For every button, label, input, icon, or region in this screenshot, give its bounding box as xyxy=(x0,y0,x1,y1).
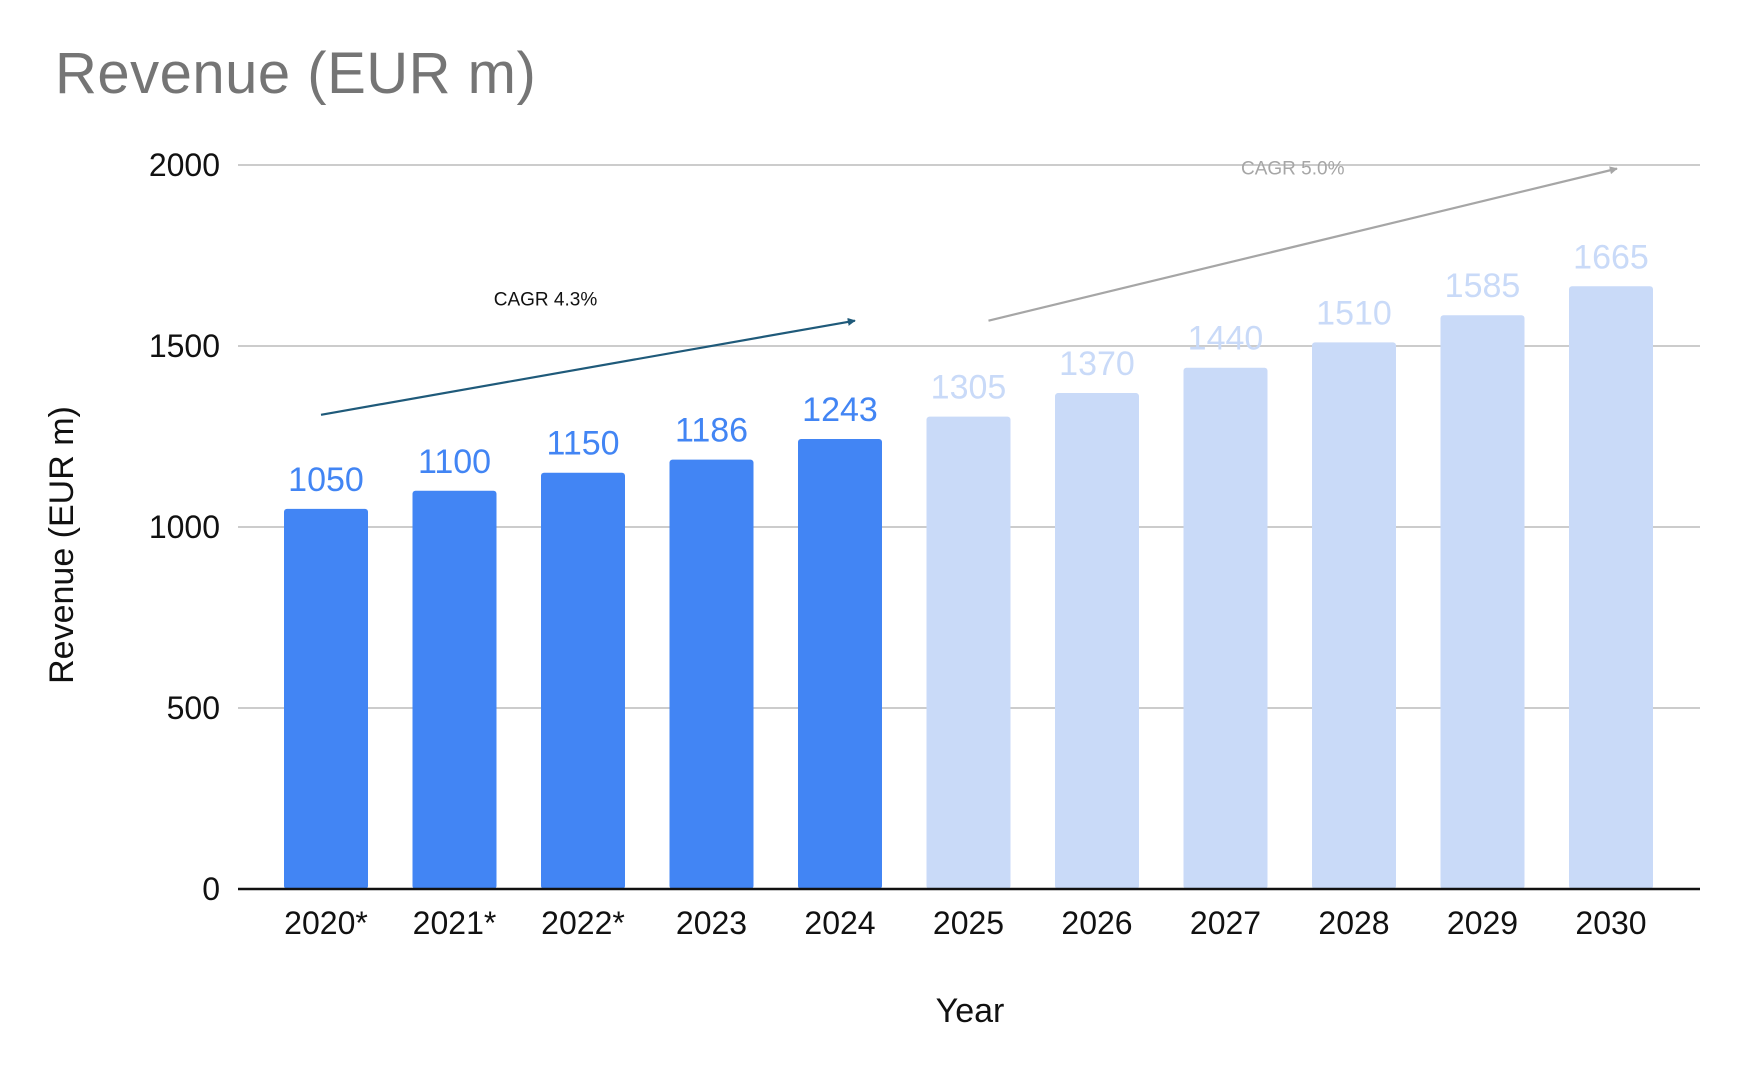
bar-2027 xyxy=(1183,367,1268,890)
x-tick-label: 2026 xyxy=(1061,905,1132,941)
data-label: 1050 xyxy=(288,461,364,499)
bars xyxy=(284,286,1653,890)
bar-2024 xyxy=(798,439,882,889)
data-label: 1585 xyxy=(1445,267,1521,305)
x-tick-label: 2030 xyxy=(1575,905,1646,941)
bar-2026 xyxy=(1055,393,1139,889)
x-tick-label: 2027 xyxy=(1190,905,1261,941)
bar-2028 xyxy=(1312,342,1396,889)
bar-2025 xyxy=(926,416,1011,889)
bar-2022 xyxy=(541,472,625,889)
annotations: CAGR 4.3% CAGR 5.0% xyxy=(320,159,1618,416)
y-tick-label: 0 xyxy=(202,871,220,907)
axes: 0 500 1000 1500 2000 2020* 2021* 2022* 2023 2024 2… xyxy=(149,147,1700,941)
x-tick-label: 2020* xyxy=(284,905,368,941)
y-tick-label: 1500 xyxy=(149,328,220,364)
data-label: 1665 xyxy=(1573,238,1649,276)
x-axis-title: Year xyxy=(936,992,1005,1030)
data-label: 1243 xyxy=(802,391,878,429)
x-tick-label: 2021* xyxy=(413,905,497,941)
x-tick-label: 2028 xyxy=(1318,905,1389,941)
y-tick-label: 1000 xyxy=(149,509,220,545)
bar-2021 xyxy=(412,490,497,889)
data-label: 1100 xyxy=(418,443,491,481)
x-tick-label: 2023 xyxy=(676,905,747,941)
y-tick-label: 500 xyxy=(167,690,220,726)
cagr-arrow-2 xyxy=(988,166,1618,322)
bar-2020 xyxy=(284,508,368,889)
cagr-label-2: CAGR 5.0% xyxy=(1241,159,1345,180)
y-axis-title: Revenue (EUR m) xyxy=(43,406,81,684)
data-label: 1510 xyxy=(1316,294,1392,332)
chart-title: Revenue (EUR m) xyxy=(55,41,537,106)
bar-2029 xyxy=(1440,315,1525,890)
data-label: 1305 xyxy=(931,369,1007,407)
data-label: 1370 xyxy=(1059,345,1135,383)
x-tick-label: 2024 xyxy=(804,905,875,941)
cagr-arrow-1 xyxy=(320,317,856,416)
bar-2030 xyxy=(1569,286,1653,889)
data-label: 1150 xyxy=(546,425,619,463)
data-label: 1440 xyxy=(1188,320,1264,358)
bar-2023 xyxy=(669,459,754,889)
x-tick-label: 2025 xyxy=(933,905,1004,941)
data-label: 1186 xyxy=(675,412,748,450)
x-tick-label: 2022* xyxy=(541,905,625,941)
data-labels: 1050 1100 1150 1186 1243 1305 1370 1440 1510 1585… xyxy=(288,238,1649,499)
y-tick-label: 2000 xyxy=(149,147,220,183)
cagr-label-1: CAGR 4.3% xyxy=(494,290,598,311)
x-tick-label: 2029 xyxy=(1447,905,1518,941)
